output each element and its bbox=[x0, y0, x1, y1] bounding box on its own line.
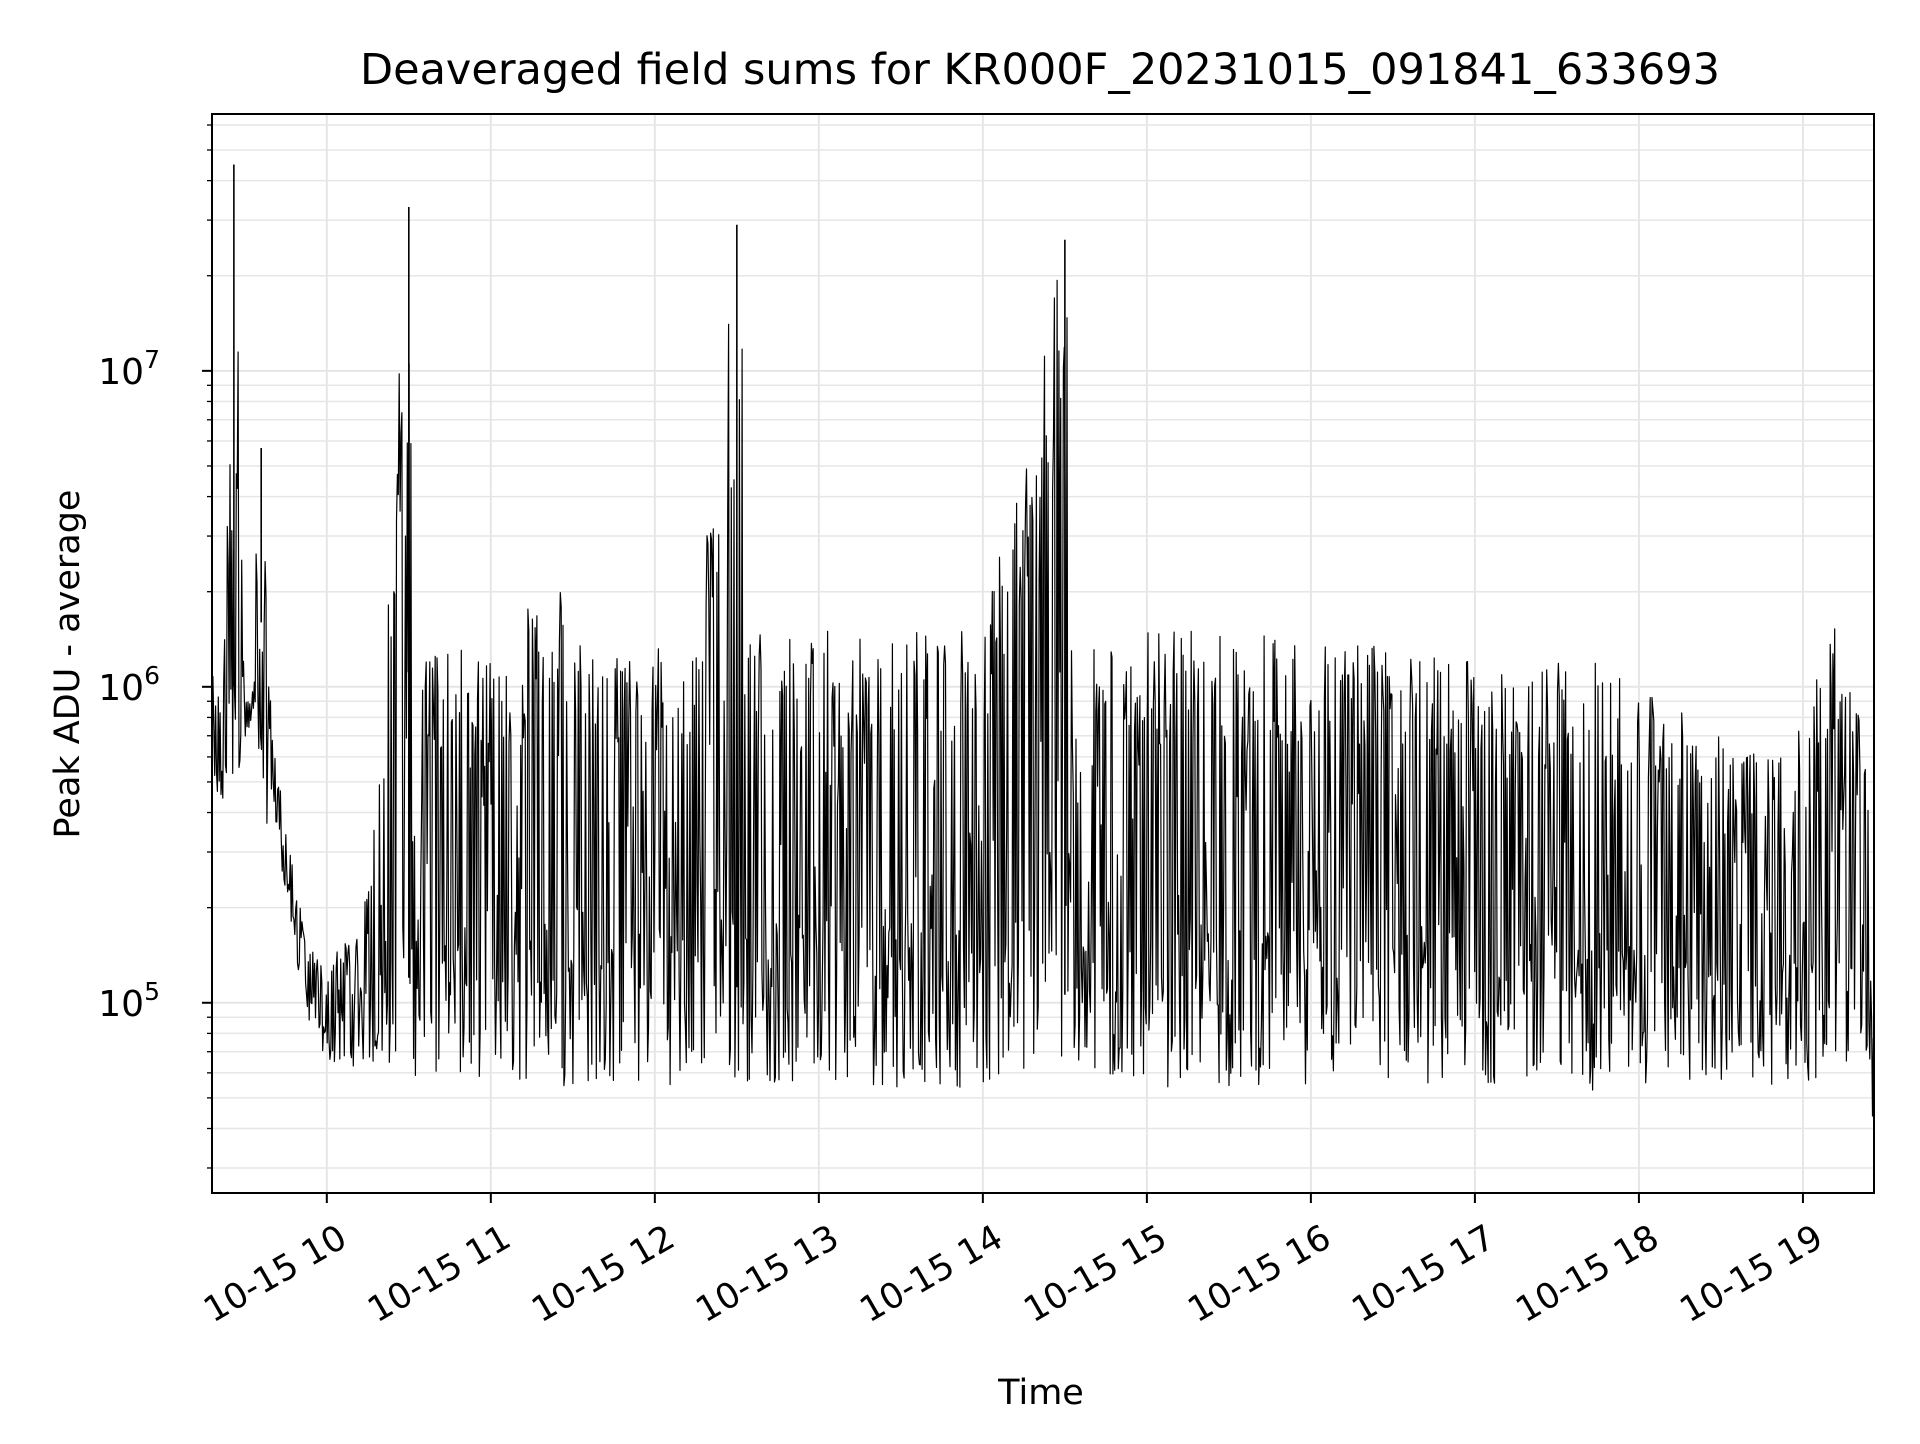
chart-title: Deaveraged field sums for KR000F_2023101… bbox=[360, 45, 1720, 95]
x-tick-label: 10-15 14 bbox=[853, 1218, 1009, 1331]
x-tick-label: 10-15 17 bbox=[1346, 1218, 1502, 1331]
x-tick-label: 10-15 10 bbox=[197, 1218, 353, 1331]
axes-frame bbox=[211, 113, 1875, 1194]
x-tick-label: 10-15 12 bbox=[525, 1218, 681, 1331]
series-group bbox=[211, 164, 1874, 1117]
x-tick-label: 10-15 16 bbox=[1181, 1218, 1337, 1331]
y-tick-label: 107 bbox=[98, 345, 160, 393]
x-tick-label: 10-15 11 bbox=[361, 1218, 517, 1331]
y-tick-label: 106 bbox=[98, 661, 160, 709]
y-axis-label: Peak ADU - average bbox=[48, 490, 88, 839]
series-line bbox=[211, 279, 1874, 1117]
x-axis-label: Time bbox=[997, 1373, 1084, 1413]
y-tick-label: 105 bbox=[98, 977, 160, 1025]
x-tick-label: 10-15 13 bbox=[689, 1218, 845, 1331]
x-tick-label: 10-15 15 bbox=[1017, 1218, 1173, 1331]
x-tick-label: 10-15 19 bbox=[1674, 1218, 1830, 1331]
x-tick-label: 10-15 18 bbox=[1510, 1218, 1666, 1331]
